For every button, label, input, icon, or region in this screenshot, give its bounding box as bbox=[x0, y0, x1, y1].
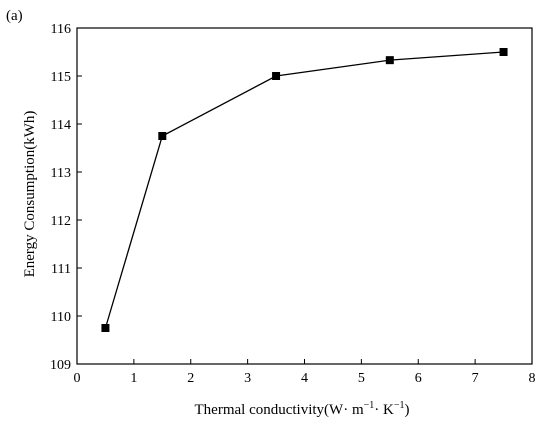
data-point bbox=[499, 48, 508, 56]
y-tick-label: 116 bbox=[51, 22, 71, 37]
series-line bbox=[104, 51, 504, 329]
plot-frame bbox=[76, 27, 533, 365]
series-line-path bbox=[104, 51, 504, 329]
panel-label: (a) bbox=[6, 8, 23, 24]
y-tick-label: 111 bbox=[51, 262, 71, 277]
x-axis-label: Thermal conductivity(W· m−1· K−1) bbox=[195, 400, 410, 418]
x-tick-label: 6 bbox=[415, 371, 422, 386]
y-axis-label: Energy Consumption(kWh) bbox=[22, 111, 38, 278]
x-tick-label: 8 bbox=[529, 371, 536, 386]
x-axis-label-end: ) bbox=[404, 402, 409, 418]
plot-area bbox=[76, 27, 533, 365]
y-tick-label: 113 bbox=[51, 166, 71, 181]
x-tick-label: 3 bbox=[244, 371, 251, 386]
x-tick-label: 2 bbox=[187, 371, 194, 386]
y-tick-label: 110 bbox=[51, 310, 71, 325]
x-tick-label: 0 bbox=[74, 371, 81, 386]
x-axis-label-sup2: −1 bbox=[394, 400, 405, 411]
y-axis: 109 110 111 112 113 114 115 116 bbox=[50, 22, 82, 373]
y-tick-label: 114 bbox=[51, 118, 71, 133]
x-axis-label-main: Thermal conductivity(W· m bbox=[195, 402, 364, 418]
x-axis-label-mid: · K bbox=[374, 402, 394, 418]
data-point bbox=[385, 56, 394, 65]
x-tick-label: 4 bbox=[301, 371, 308, 386]
y-tick-label: 115 bbox=[51, 70, 71, 85]
x-tick-label: 7 bbox=[472, 371, 479, 386]
y-tick-label: 112 bbox=[51, 214, 71, 229]
x-tick-label: 5 bbox=[358, 371, 365, 386]
x-tick-label: 1 bbox=[130, 371, 137, 386]
data-point bbox=[272, 72, 281, 80]
data-point bbox=[101, 324, 110, 332]
x-axis: 0 1 2 3 4 5 6 7 8 bbox=[74, 359, 536, 386]
series-markers bbox=[101, 48, 508, 332]
y-tick-label: 109 bbox=[50, 358, 71, 373]
data-point bbox=[158, 132, 167, 140]
x-axis-label-sup1: −1 bbox=[364, 400, 375, 411]
